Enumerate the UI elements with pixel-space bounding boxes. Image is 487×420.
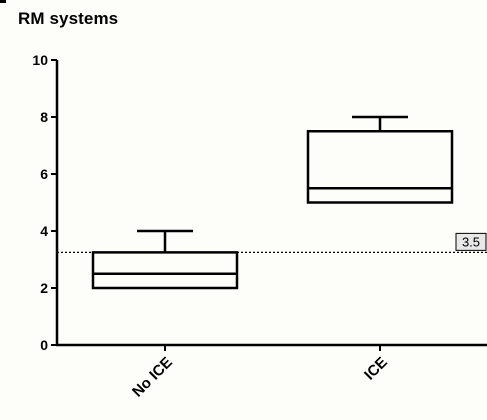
y-tick-label: 6 <box>40 166 48 182</box>
reference-line-group: 3.5 <box>57 232 487 254</box>
chart-title: RM systems <box>18 9 119 28</box>
y-tick-label: 2 <box>40 280 48 296</box>
y-tick-label: 4 <box>40 223 48 239</box>
box-ice <box>306 115 454 204</box>
y-tick-label: 8 <box>40 109 48 125</box>
reference-line-label-box <box>455 232 487 251</box>
boxes-group <box>91 115 454 290</box>
box-iqr <box>306 130 454 204</box>
box-no-ice <box>91 229 239 290</box>
reference-line-label: 3.5 <box>462 234 480 249</box>
box-iqr <box>91 251 239 290</box>
axes: 0 2 4 6 8 10 <box>32 52 487 353</box>
y-tick-label: 0 <box>40 337 48 353</box>
category-labels-group: No ICE ICE <box>129 354 391 401</box>
y-tick-label: 10 <box>32 52 48 68</box>
top-edge-mark <box>0 0 6 3</box>
category-label: No ICE <box>129 354 176 401</box>
category-label: ICE <box>361 354 391 384</box>
